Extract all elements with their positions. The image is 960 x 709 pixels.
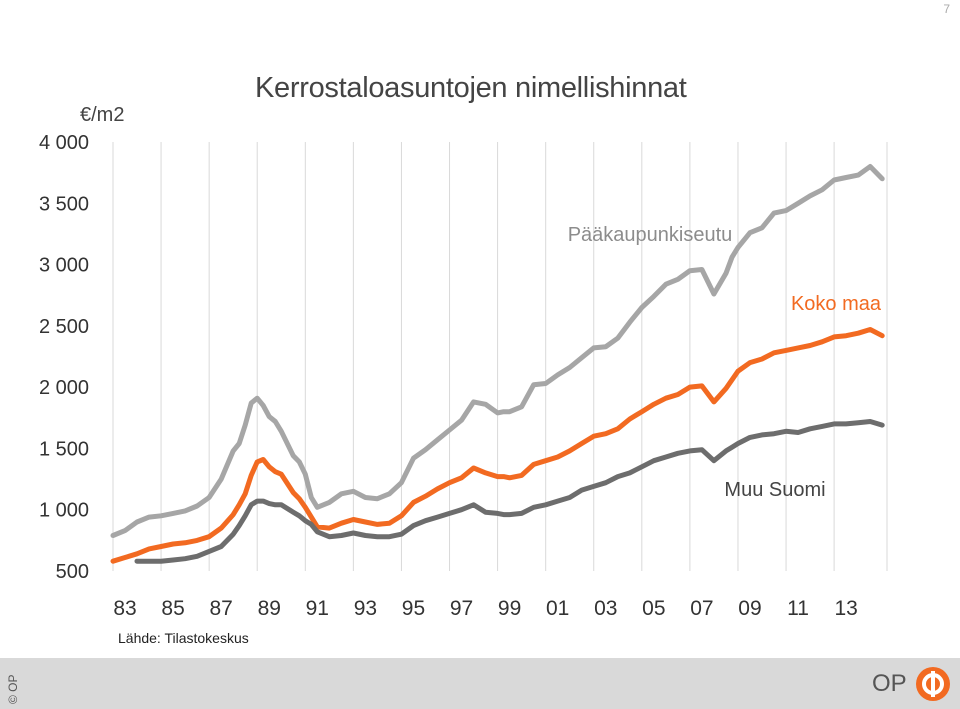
source-note: Lähde: Tilastokeskus	[118, 630, 249, 646]
x-tick-label: 91	[306, 597, 329, 620]
y-tick-label: 4 000	[39, 132, 89, 154]
x-tick-label: 99	[498, 597, 521, 620]
copyright: © OP	[2, 660, 22, 706]
x-axis: 83 85 87 89 91 93 95 97 99 01 03 05 07 09 11 13	[113, 597, 857, 620]
footer-bar	[0, 658, 960, 709]
grid-lines	[112, 142, 888, 571]
line-chart: 500 1 000 1 500 2 000 2 500 3 000 3 500 4 000 8…	[39, 132, 888, 620]
x-tick-label: 07	[690, 597, 713, 620]
y-tick-label: 2 000	[39, 377, 89, 399]
x-tick-label: 87	[209, 597, 232, 620]
x-tick-label: 09	[738, 597, 761, 620]
y-tick-label: 2 500	[39, 316, 89, 338]
logo-text: OP	[872, 670, 907, 697]
op-logo: OP	[872, 664, 951, 704]
x-tick-label: 13	[834, 597, 857, 620]
page-number: 7	[943, 2, 950, 16]
x-tick-label: 93	[354, 597, 377, 620]
x-tick-label: 11	[787, 597, 809, 620]
y-tick-label: 1 500	[39, 438, 89, 460]
x-tick-label: 01	[546, 597, 569, 620]
x-tick-label: 83	[113, 597, 136, 620]
copyright-text: © OP	[6, 674, 20, 704]
x-tick-label: 03	[594, 597, 617, 620]
y-tick-label: 3 500	[39, 193, 89, 215]
x-tick-label: 89	[258, 597, 281, 620]
series-lines	[110, 164, 885, 564]
annotation-helsinki: Pääkaupunkiseutu	[568, 224, 733, 246]
series-line-1	[110, 164, 885, 538]
annotation-koko-maa: Koko maa	[791, 293, 882, 315]
series-line-3	[134, 419, 885, 564]
op-logo-icon	[915, 667, 950, 701]
y-tick-label: 3 000	[39, 255, 89, 277]
y-axis: 500 1 000 1 500 2 000 2 500 3 000 3 500 4 000	[39, 132, 89, 583]
x-tick-label: 05	[642, 597, 665, 620]
annotation-muu-suomi: Muu Suomi	[724, 479, 825, 501]
chart-title: Kerrostaloasuntojen nimellishinnat	[255, 72, 687, 104]
x-tick-label: 97	[450, 597, 473, 620]
x-tick-label: 95	[402, 597, 425, 620]
series-line-2	[110, 327, 885, 564]
y-tick-label: 500	[56, 561, 89, 583]
y-tick-label: 1 000	[39, 500, 89, 522]
x-tick-label: 85	[161, 597, 184, 620]
unit-label: €/m2	[80, 104, 125, 126]
